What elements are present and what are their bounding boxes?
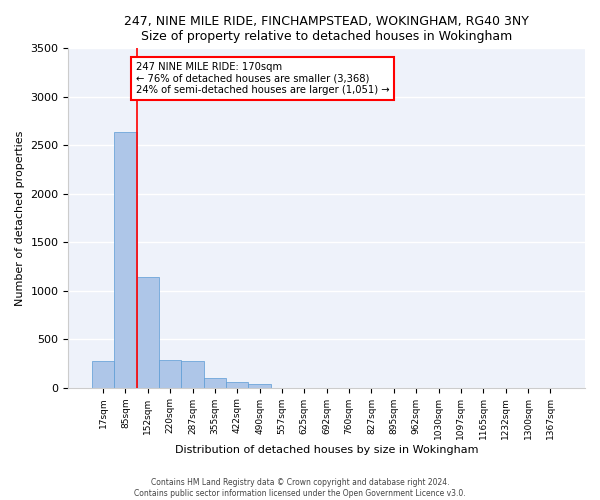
Text: Contains HM Land Registry data © Crown copyright and database right 2024.
Contai: Contains HM Land Registry data © Crown c… — [134, 478, 466, 498]
Text: 247 NINE MILE RIDE: 170sqm
← 76% of detached houses are smaller (3,368)
24% of s: 247 NINE MILE RIDE: 170sqm ← 76% of deta… — [136, 62, 389, 95]
X-axis label: Distribution of detached houses by size in Wokingham: Distribution of detached houses by size … — [175, 445, 478, 455]
Bar — [159, 360, 181, 388]
Bar — [204, 378, 226, 388]
Bar — [248, 384, 271, 388]
Y-axis label: Number of detached properties: Number of detached properties — [15, 130, 25, 306]
Title: 247, NINE MILE RIDE, FINCHAMPSTEAD, WOKINGHAM, RG40 3NY
Size of property relativ: 247, NINE MILE RIDE, FINCHAMPSTEAD, WOKI… — [124, 15, 529, 43]
Bar — [114, 132, 137, 388]
Bar — [92, 362, 114, 388]
Bar — [181, 361, 204, 388]
Bar — [137, 277, 159, 388]
Bar — [226, 382, 248, 388]
